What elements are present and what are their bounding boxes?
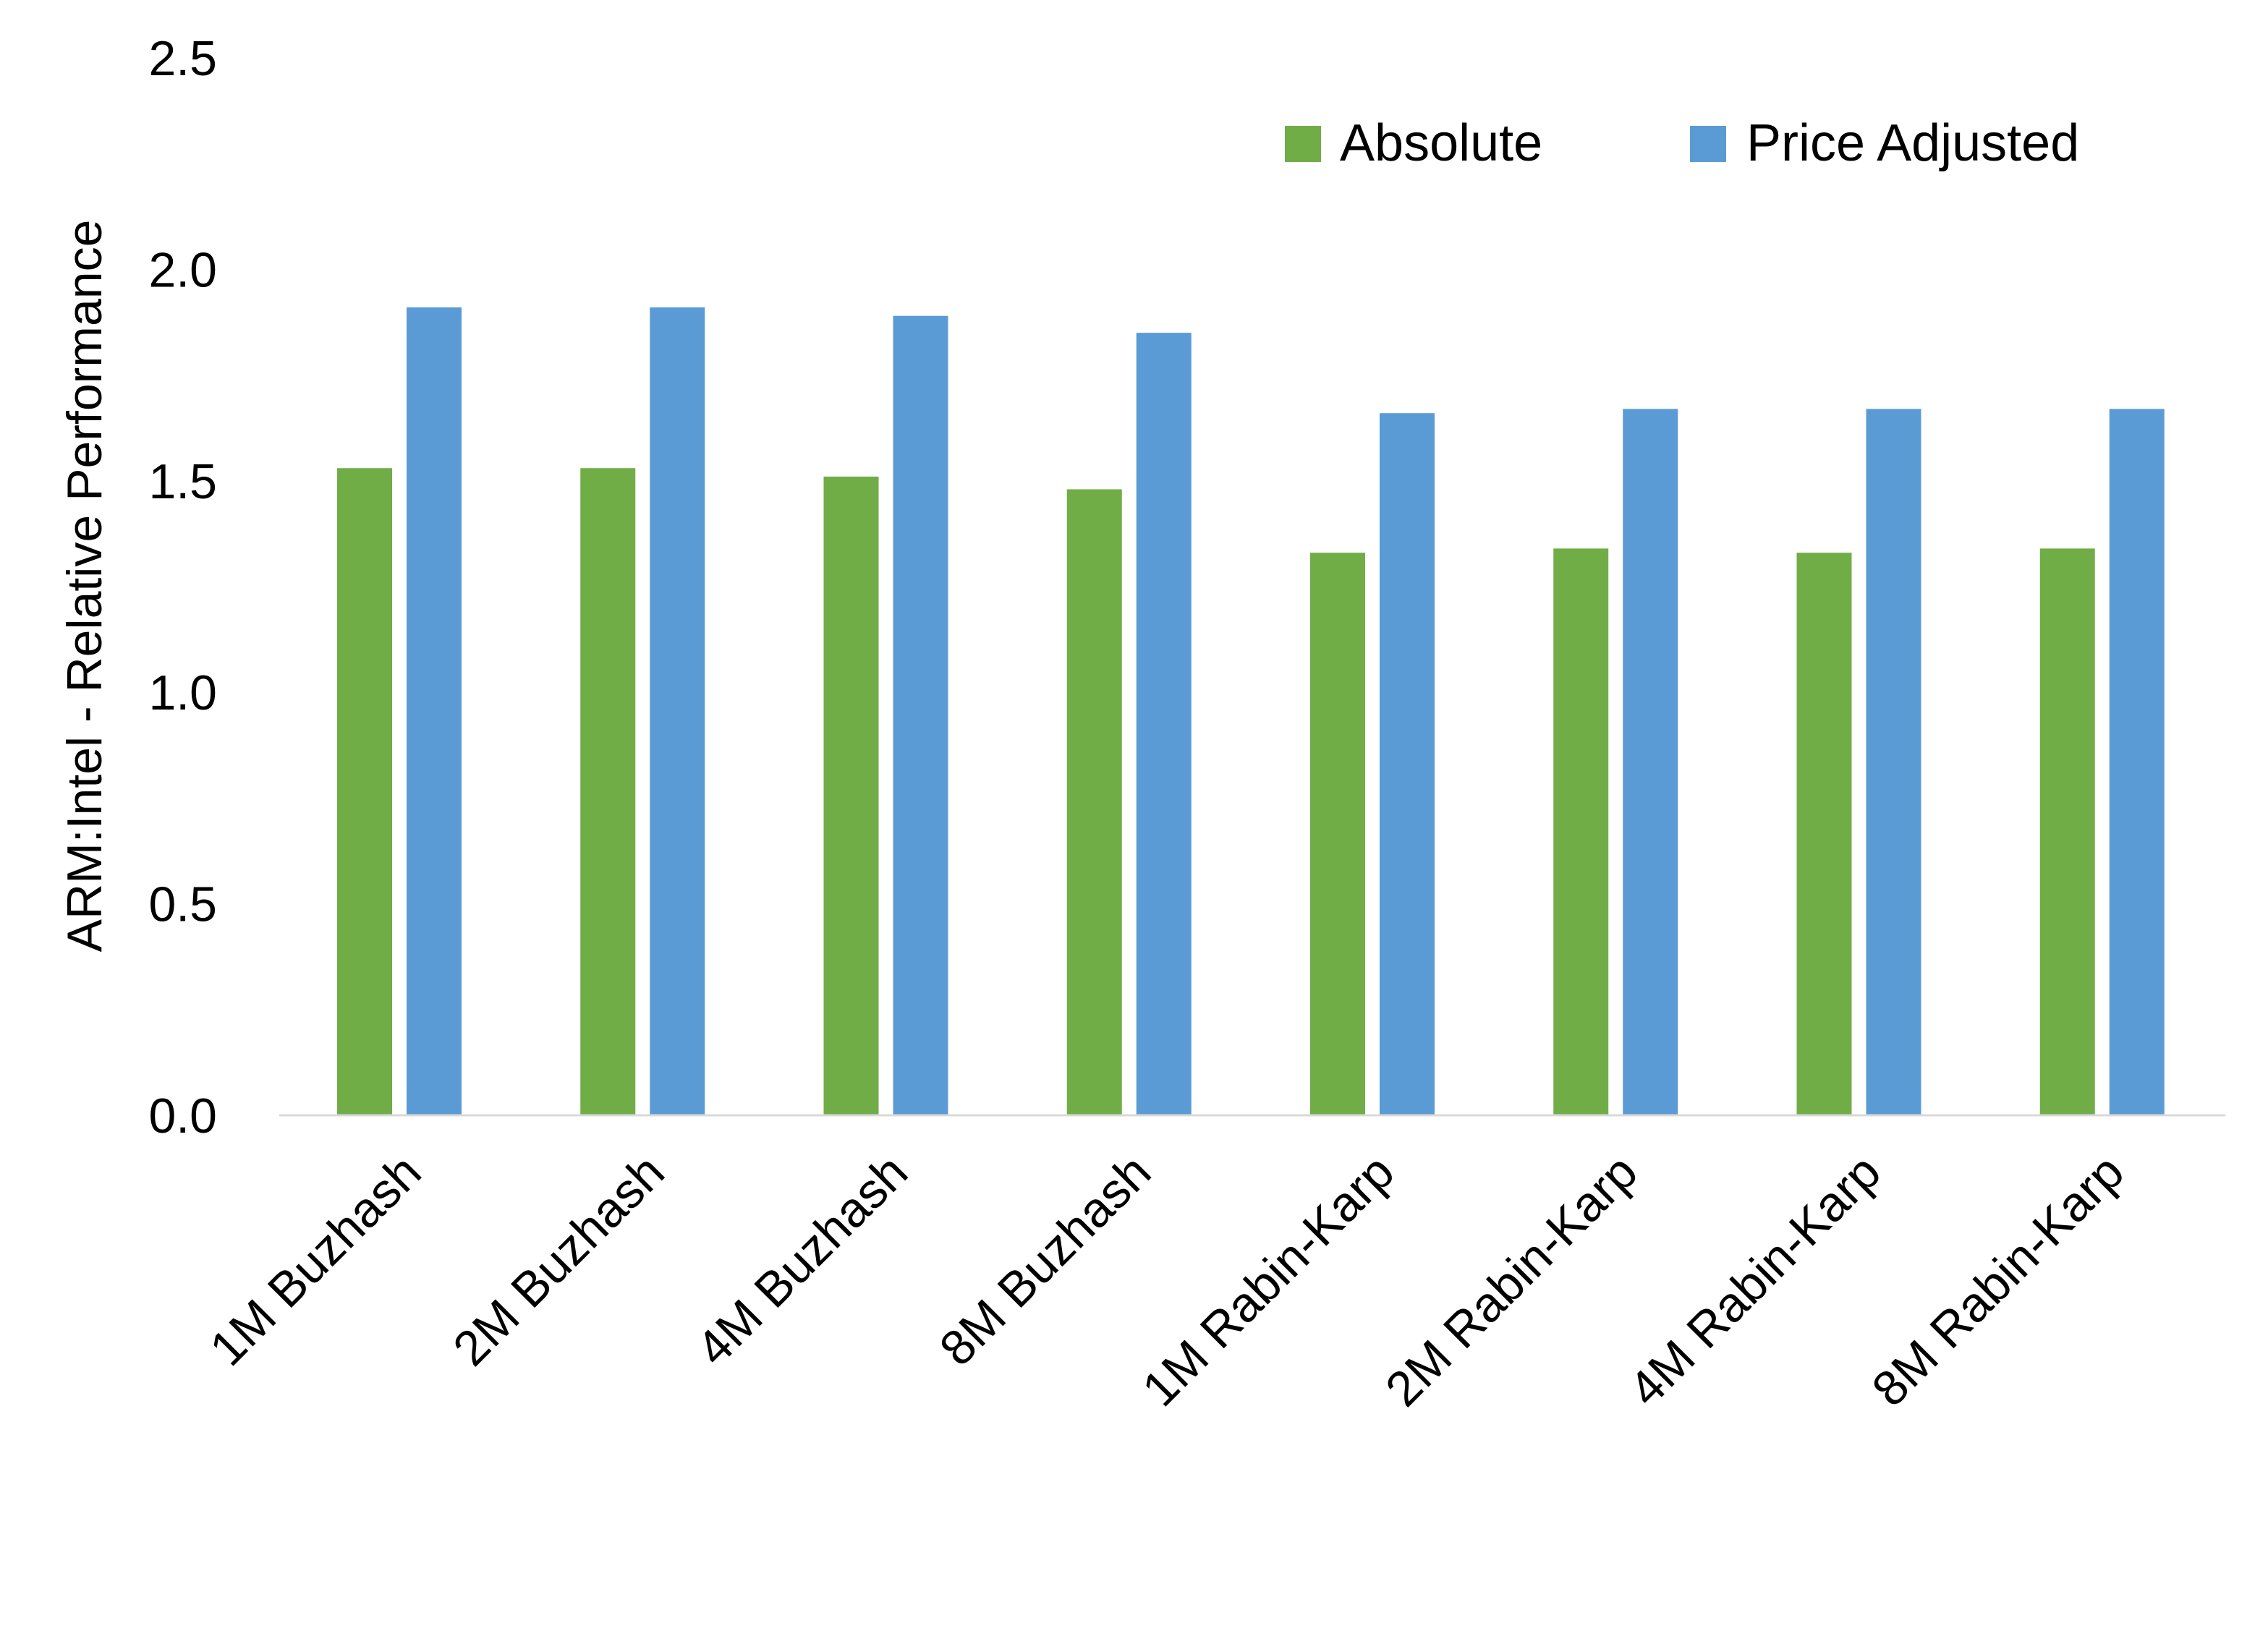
legend-label-price-adjusted: Price Adjusted [1746,114,2079,172]
bar-price-adjusted [1623,409,1678,1115]
y-tick-label: 0.5 [148,877,217,932]
bar-absolute [337,468,392,1115]
bar-price-adjusted [2109,409,2165,1115]
x-tick-label: 2M Buzhash [443,1144,675,1376]
bar-price-adjusted [1380,413,1435,1115]
bar-absolute [1796,553,1852,1115]
legend-label-absolute: Absolute [1340,114,1542,172]
bar-absolute [1066,489,1122,1115]
y-tick-label: 1.5 [148,454,217,509]
bar-absolute [2039,548,2095,1115]
bar-absolute [580,468,636,1115]
legend-swatch-absolute [1285,126,1321,162]
x-tick-label: 8M Rabin-Karp [1861,1144,2134,1417]
legend: Absolute Price Adjusted [1285,114,2079,172]
x-tick-label: 1M Rabin-Karp [1131,1144,1404,1417]
bar-absolute [1553,548,1609,1115]
bar-absolute [1310,553,1365,1115]
bar-price-adjusted [407,307,462,1116]
bar-price-adjusted [893,315,948,1115]
y-tick-label: 2.0 [148,242,217,297]
x-tick-label: 1M Buzhash [200,1144,432,1376]
y-axis-label: ARM:Intel - Relative Performance [57,220,112,953]
bar-price-adjusted [650,307,705,1116]
x-tick-label: 8M Buzhash [929,1144,1161,1376]
y-tick-label: 0.0 [148,1089,217,1143]
legend-swatch-price-adjusted [1690,126,1726,162]
x-tick-label: 2M Rabin-Karp [1375,1144,1648,1417]
x-tick-label: 4M Rabin-Karp [1618,1144,1891,1417]
y-tick-label: 2.5 [148,31,217,86]
x-tick-label: 4M Buzhash [686,1144,918,1376]
bar-price-adjusted [1866,409,1921,1115]
bar-absolute [823,476,879,1115]
y-tick-label: 1.0 [148,665,217,720]
bar-price-adjusted [1136,333,1192,1115]
